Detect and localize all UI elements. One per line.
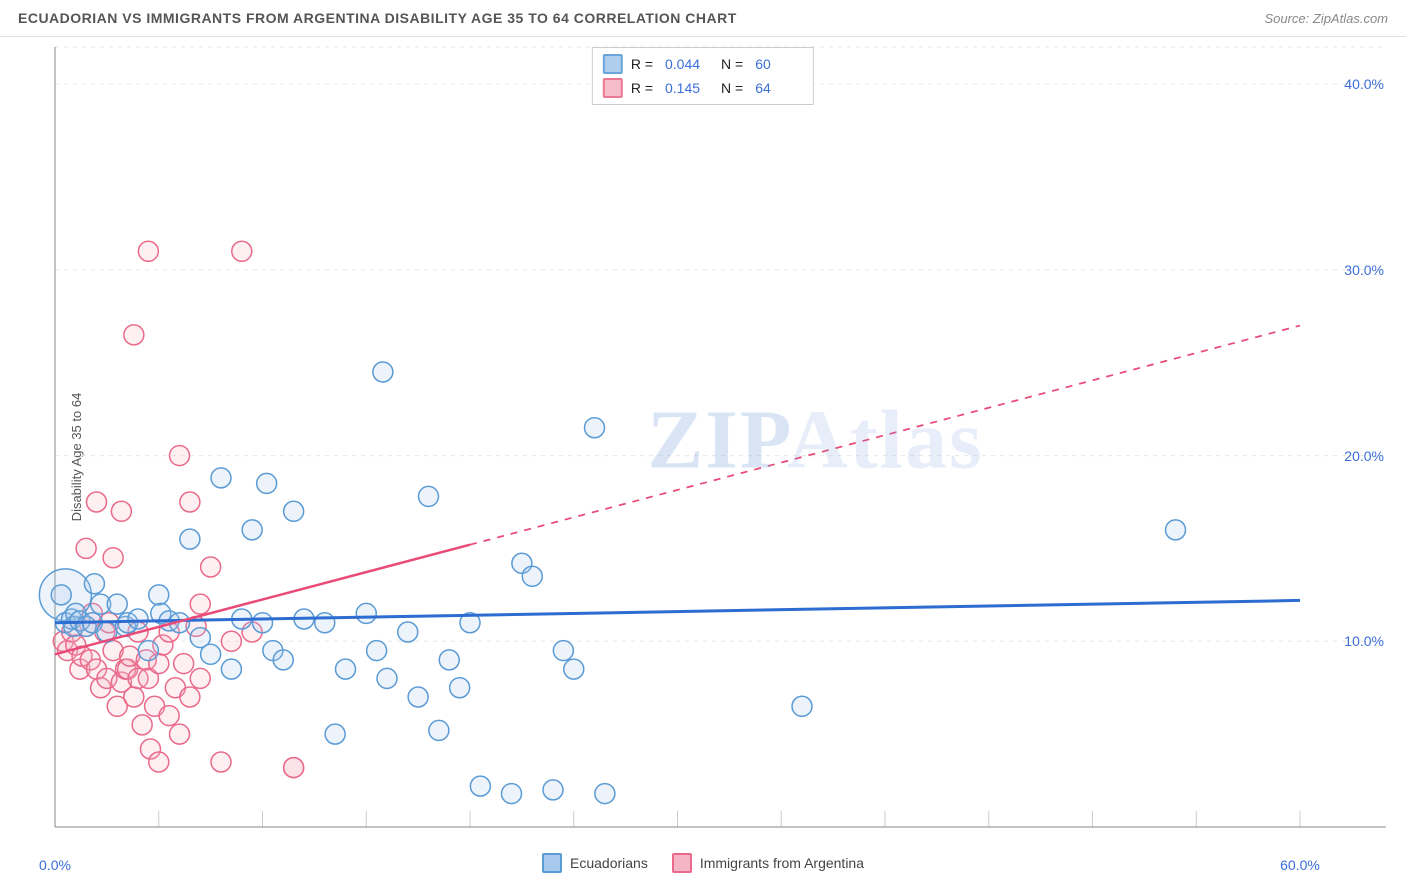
data-point xyxy=(419,486,439,506)
data-point xyxy=(502,784,522,804)
r-label: R = xyxy=(631,80,653,96)
legend-label: Ecuadorians xyxy=(570,855,648,871)
data-point xyxy=(159,706,179,726)
data-point xyxy=(124,687,144,707)
legend-swatch xyxy=(672,853,692,873)
data-point xyxy=(84,574,104,594)
legend-swatch xyxy=(603,78,623,98)
x-tick-label: 0.0% xyxy=(39,857,71,873)
data-point xyxy=(190,594,210,614)
n-label: N = xyxy=(721,56,743,72)
legend-swatch xyxy=(542,853,562,873)
data-point xyxy=(180,492,200,512)
data-point xyxy=(174,654,194,674)
y-tick-label: 10.0% xyxy=(1344,633,1384,649)
legend-swatch xyxy=(603,54,623,74)
data-point xyxy=(1166,520,1186,540)
data-point xyxy=(221,659,241,679)
data-point xyxy=(138,641,158,661)
n-label: N = xyxy=(721,80,743,96)
data-point xyxy=(522,566,542,586)
data-point xyxy=(470,776,490,796)
data-point xyxy=(132,715,152,735)
source-attribution: Source: ZipAtlas.com xyxy=(1264,11,1388,26)
data-point xyxy=(180,529,200,549)
data-point xyxy=(76,538,96,558)
legend-series: Ecuadorians Immigrants from Argentina xyxy=(542,853,864,873)
r-label: R = xyxy=(631,56,653,72)
data-point xyxy=(138,241,158,261)
data-point xyxy=(149,752,169,772)
r-value: 0.145 xyxy=(665,80,713,96)
y-tick-label: 20.0% xyxy=(1344,448,1384,464)
legend-stats-box: R = 0.044 N = 60 R = 0.145 N = 64 xyxy=(592,47,814,105)
data-point xyxy=(373,362,393,382)
data-point xyxy=(336,659,356,679)
legend-item: Immigrants from Argentina xyxy=(672,853,864,873)
data-point xyxy=(128,609,148,629)
data-point xyxy=(553,641,573,661)
legend-label: Immigrants from Argentina xyxy=(700,855,864,871)
data-point xyxy=(170,724,190,744)
y-tick-label: 40.0% xyxy=(1344,76,1384,92)
n-value: 64 xyxy=(755,80,803,96)
data-point xyxy=(439,650,459,670)
data-point xyxy=(124,325,144,345)
title-bar: ECUADORIAN VS IMMIGRANTS FROM ARGENTINA … xyxy=(0,0,1406,37)
r-value: 0.044 xyxy=(665,56,713,72)
chart-title: ECUADORIAN VS IMMIGRANTS FROM ARGENTINA … xyxy=(18,10,737,26)
data-point xyxy=(356,603,376,623)
chart-container: Disability Age 35 to 64 ZIPAtlas R =0.04… xyxy=(0,37,1406,877)
data-point xyxy=(180,687,200,707)
legend-stat-row: R = 0.044 N = 60 xyxy=(603,52,803,76)
scatter-chart xyxy=(0,37,1406,877)
data-point xyxy=(325,724,345,744)
data-point xyxy=(232,241,252,261)
data-point xyxy=(408,687,428,707)
data-point xyxy=(103,548,123,568)
data-point xyxy=(429,720,449,740)
data-point xyxy=(284,501,304,521)
data-point xyxy=(367,641,387,661)
legend-item: Ecuadorians xyxy=(542,853,648,873)
data-point xyxy=(190,668,210,688)
data-point xyxy=(107,594,127,614)
x-tick-label: 60.0% xyxy=(1280,857,1320,873)
data-point xyxy=(87,492,107,512)
data-point xyxy=(377,668,397,688)
data-point xyxy=(253,613,273,633)
data-point xyxy=(211,468,231,488)
data-point xyxy=(585,418,605,438)
data-point xyxy=(564,659,584,679)
y-tick-label: 30.0% xyxy=(1344,262,1384,278)
data-point xyxy=(149,585,169,605)
data-point xyxy=(170,446,190,466)
data-point xyxy=(242,520,262,540)
data-point xyxy=(211,752,231,772)
data-point xyxy=(201,644,221,664)
data-point xyxy=(398,622,418,642)
data-point xyxy=(201,557,221,577)
data-point xyxy=(792,696,812,716)
data-point xyxy=(221,631,241,651)
n-value: 60 xyxy=(755,56,803,72)
data-point xyxy=(450,678,470,698)
data-point xyxy=(595,784,615,804)
data-point xyxy=(315,613,335,633)
data-point xyxy=(284,758,304,778)
data-point xyxy=(543,780,563,800)
legend-stat-row: R = 0.145 N = 64 xyxy=(603,76,803,100)
data-point xyxy=(51,585,71,605)
data-point xyxy=(111,501,131,521)
data-point xyxy=(257,473,277,493)
data-point xyxy=(273,650,293,670)
